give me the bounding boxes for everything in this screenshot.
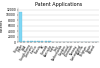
Bar <box>30 41 33 42</box>
Y-axis label: Number of
Patents: Number of Patents <box>0 16 4 35</box>
Bar <box>27 41 29 42</box>
Bar <box>34 41 36 42</box>
Bar <box>45 41 47 42</box>
Bar <box>41 41 43 42</box>
Bar <box>19 12 22 42</box>
Bar <box>37 41 40 42</box>
Bar <box>23 41 25 42</box>
Bar <box>48 41 51 42</box>
Title: Patent Applications: Patent Applications <box>35 2 82 7</box>
